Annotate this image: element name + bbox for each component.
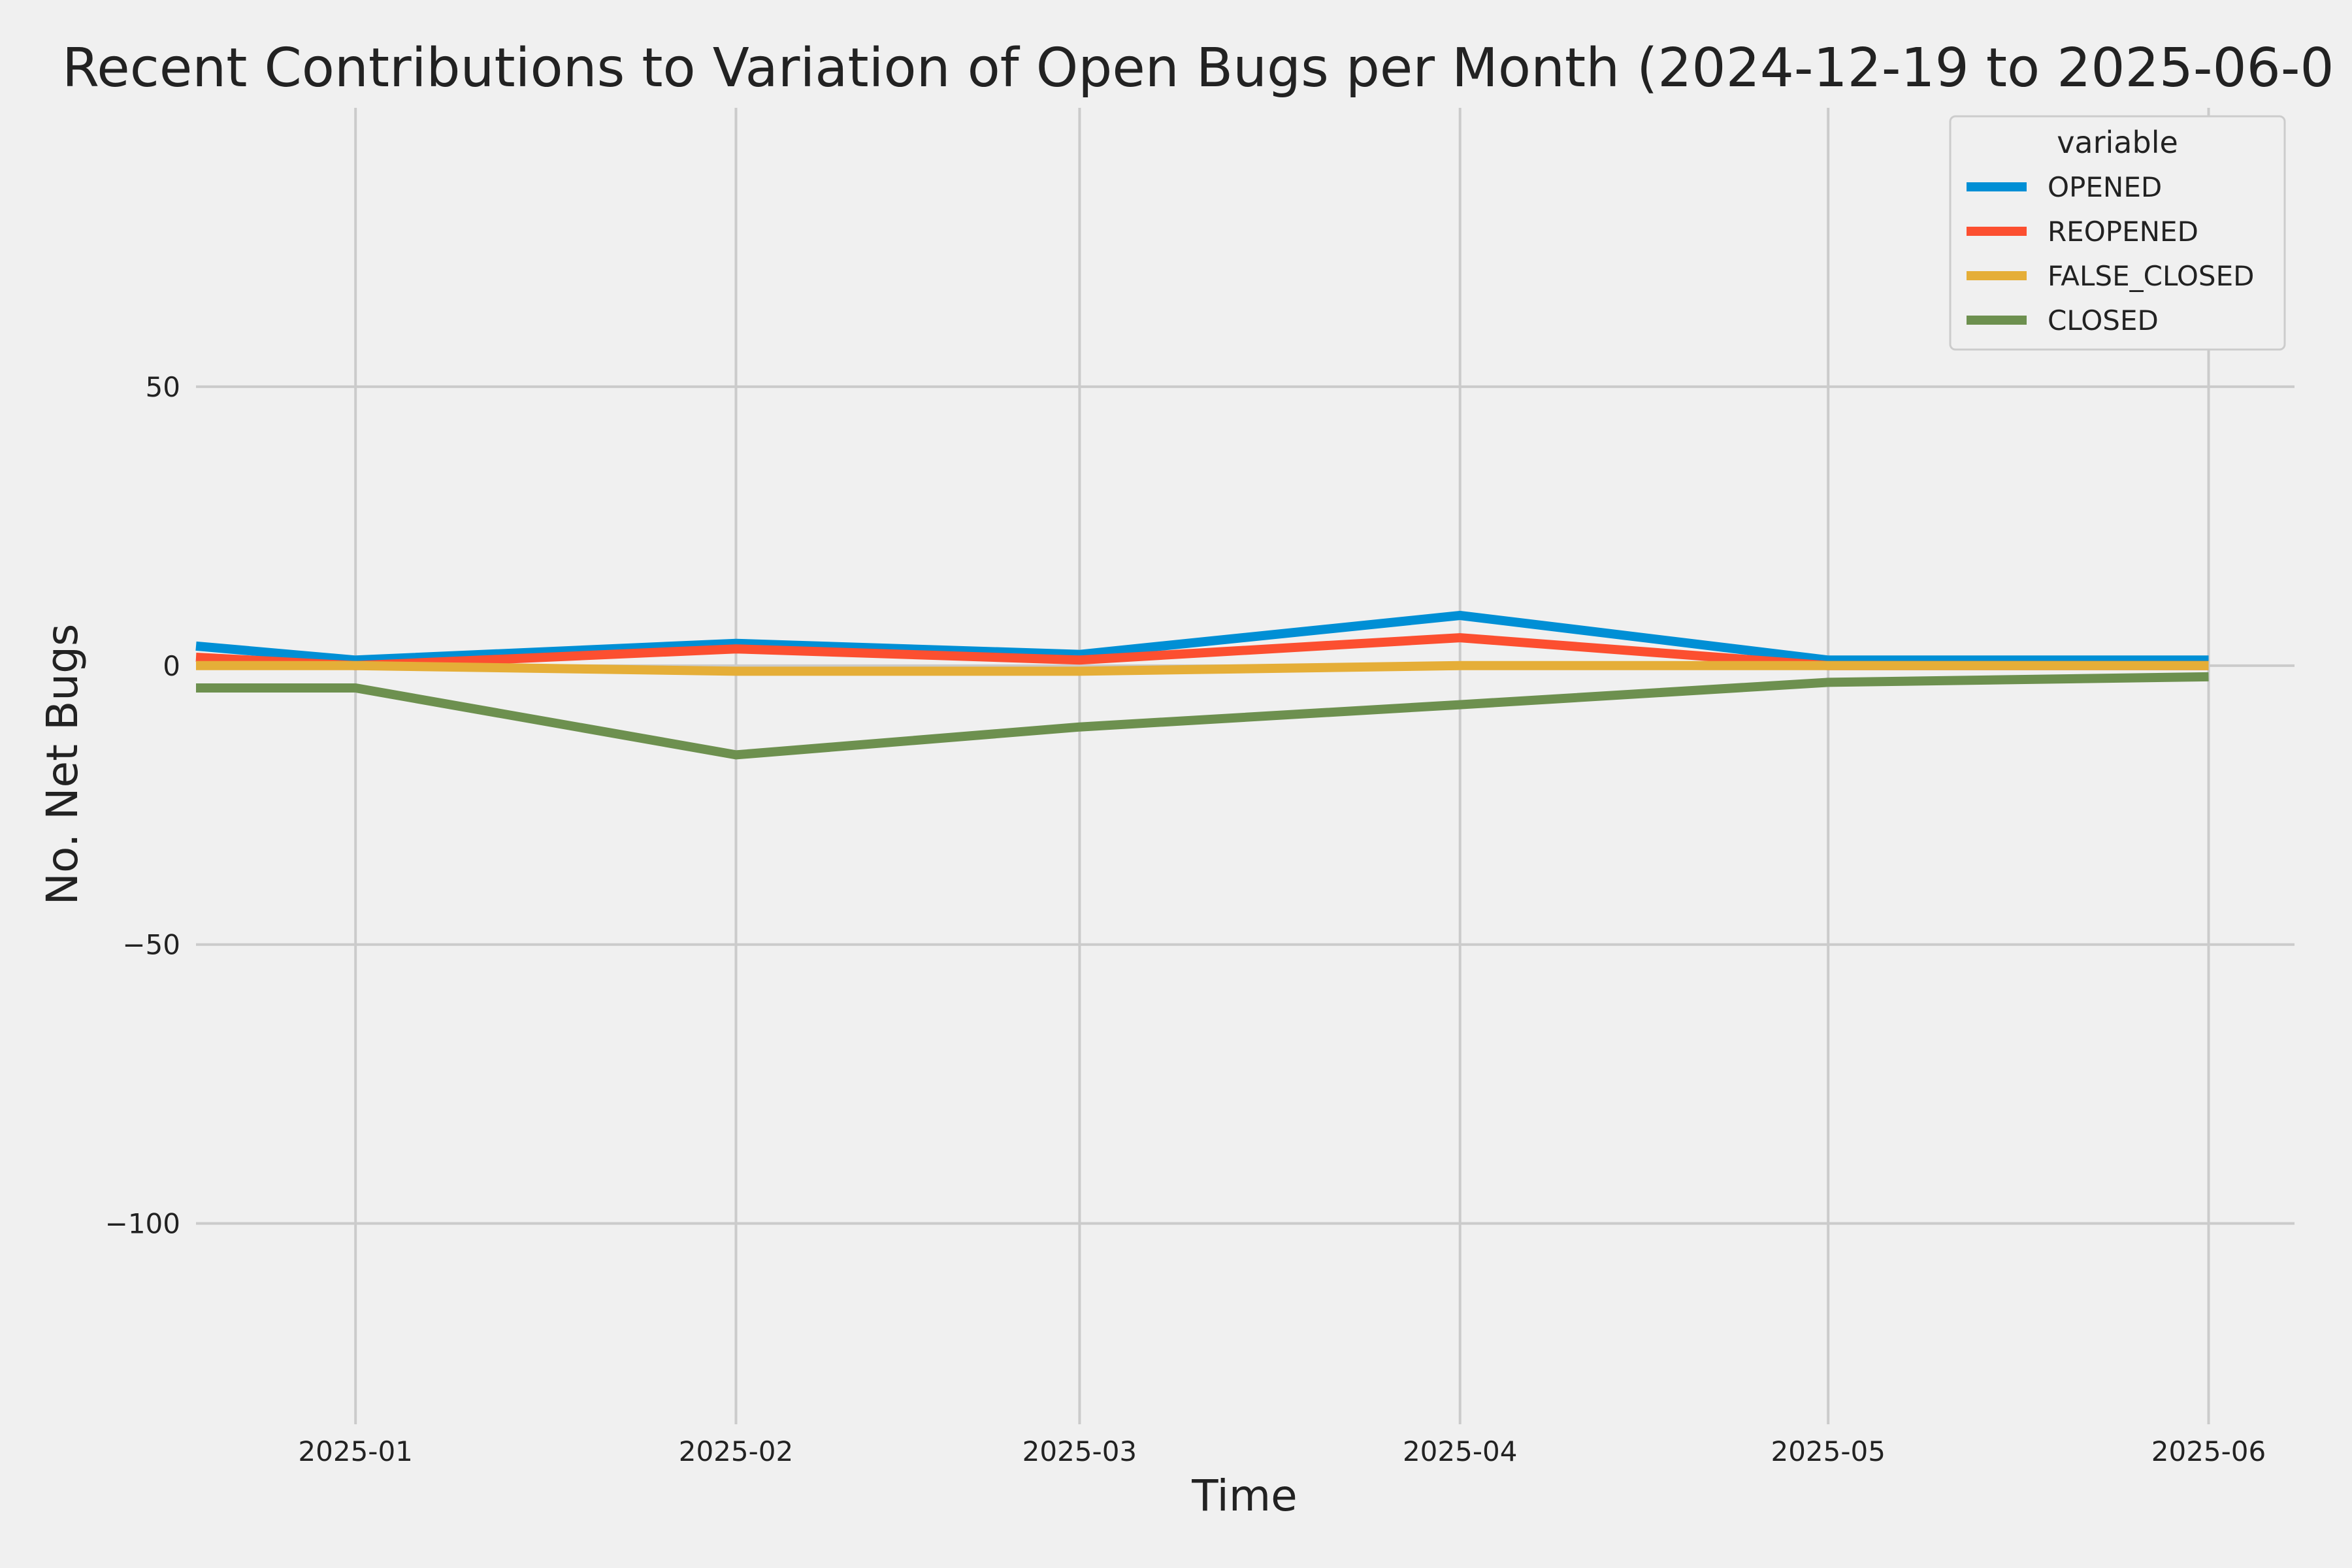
legend-label-closed: CLOSED: [2048, 304, 2159, 336]
y-tick-label: −100: [105, 1208, 180, 1240]
series-line-false-closed: [196, 661, 2209, 676]
y-axis-label: No. Net Bugs: [37, 624, 88, 906]
legend: variable OPENED REOPENED FALSE_CLOSED CLOSE…: [1949, 115, 2286, 351]
x-tick-label: 2025-01: [298, 1435, 413, 1467]
legend-label-false-closed: FALSE_CLOSED: [2048, 260, 2254, 292]
x-tick-label: 2025-06: [2151, 1435, 2266, 1467]
x-tick-label: 2025-04: [1403, 1435, 1518, 1467]
x-tick-label: 2025-05: [1771, 1435, 1886, 1467]
legend-entries: OPENED REOPENED FALSE_CLOSED CLOSED: [1967, 171, 2254, 336]
x-tick-label: 2025-02: [679, 1435, 794, 1467]
legend-label-reopened: REOPENED: [2048, 216, 2198, 248]
x-gridlines: [354, 108, 2210, 1424]
y-tick-labels: 50 0 −50 −100: [105, 371, 180, 1240]
y-tick-label: 50: [146, 371, 180, 403]
series-lines: [195, 611, 2209, 760]
x-axis-label: Time: [1191, 1471, 1298, 1521]
legend-title: variable: [2057, 125, 2178, 160]
legend-box: [1949, 115, 2286, 351]
series-line-opened: [195, 611, 2209, 665]
x-tick-labels: 2025-01 2025-02 2025-03 2025-04 2025-05 2025-…: [298, 1435, 2266, 1467]
legend-label-opened: OPENED: [2048, 171, 2162, 203]
y-tick-label: 0: [163, 650, 180, 682]
x-tick-label: 2025-03: [1022, 1435, 1137, 1467]
chart-title: Recent Contributions to Variation of Ope…: [62, 37, 2334, 99]
series-line-closed: [196, 672, 2209, 760]
y-tick-label: −50: [122, 929, 180, 961]
